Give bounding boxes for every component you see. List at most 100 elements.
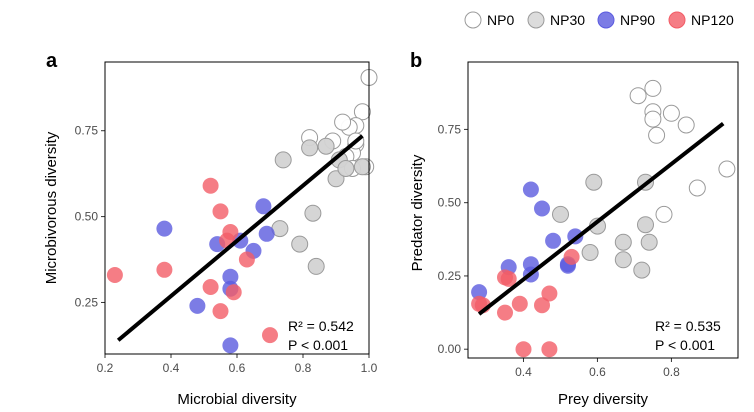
- panel-a-point-np120: [212, 203, 229, 220]
- panel-a: a 0.2 0.4 0.6 0.8 1.0 0.25 0.50 0.75 R² = 0.542…: [43, 50, 378, 408]
- panel-b-point-np0: [644, 79, 662, 97]
- panel-a-point-np30: [327, 170, 345, 188]
- panel-a-point-np30: [307, 257, 325, 275]
- panel-a-point-np90: [222, 268, 239, 285]
- panel-a-xtick-label: 0.6: [229, 361, 246, 375]
- panel-b-point-np0: [688, 179, 706, 197]
- panel-a-point-np30: [337, 160, 355, 177]
- panel-b-letter: b: [410, 50, 422, 72]
- panel-b-point-np30: [552, 205, 569, 223]
- legend-marker-np30: [527, 11, 545, 29]
- panel-b-point-np90: [471, 284, 488, 301]
- panel-b-ytick-label: 0.75: [438, 122, 462, 136]
- panel-b-point-np120: [515, 341, 532, 358]
- panel-b-ytick-label: 0.50: [438, 196, 462, 210]
- panel-a-point-np30: [291, 235, 309, 253]
- panel-b-point-np120: [541, 341, 558, 358]
- panel-a-point-np0: [353, 103, 371, 121]
- panel-a-point-np120: [156, 261, 173, 278]
- panel-a-ticks: 0.2 0.4 0.6 0.8 1.0 0.25 0.50 0.75: [75, 124, 378, 375]
- panel-a-point-np30: [353, 158, 371, 176]
- panel-b-point-np30: [614, 251, 632, 269]
- legend: NP0 NP30 NP90 NP120: [464, 11, 734, 29]
- panel-a-point-np0: [334, 113, 352, 131]
- panel-a-letter: a: [46, 50, 58, 72]
- panel-b-point-np90: [534, 200, 550, 217]
- panel-a-point-np30: [301, 139, 319, 157]
- legend-marker-np90: [597, 11, 615, 29]
- legend-marker-np0: [464, 11, 482, 29]
- panel-b-xlabel: Prey diversity: [558, 391, 649, 408]
- panel-a-point-np90: [258, 225, 275, 242]
- panel-a-frame: [104, 61, 370, 355]
- panel-a-point-np120: [262, 327, 278, 344]
- panel-b-point-np0: [677, 116, 695, 134]
- panel-b-point-np30: [637, 216, 654, 234]
- panel-b-frame: [467, 61, 739, 359]
- legend-label-np0: NP0: [487, 12, 514, 28]
- panel-a-ytick-label: 0.25: [75, 295, 99, 309]
- legend-label-np120: NP120: [691, 12, 734, 28]
- panel-a-point-np120: [202, 279, 219, 295]
- panel-b-point-np0: [629, 87, 647, 105]
- panel-b-ylabel: Predator diversity: [409, 154, 426, 271]
- panel-b-p: P < 0.001: [655, 337, 715, 353]
- panel-a-point-np120: [225, 284, 242, 301]
- panel-b-points: [471, 79, 736, 358]
- panel-b: b 0.4 0.6 0.8 0.00 0.25 0.50 0.75 R² = 0.535 P…: [409, 50, 739, 408]
- panel-b-point-np30: [640, 233, 658, 251]
- panel-a-p: P < 0.001: [288, 337, 348, 353]
- legend-label-np90: NP90: [620, 12, 655, 28]
- panel-a-point-np30: [274, 151, 292, 169]
- panel-b-r2: R² = 0.535: [655, 318, 721, 334]
- panel-b-ticks: 0.4 0.6 0.8 0.00 0.25 0.50 0.75: [438, 122, 680, 379]
- panel-b-point-np0: [648, 126, 666, 144]
- legend-marker-np120: [668, 11, 686, 29]
- panel-a-xtick-label: 1.0: [361, 361, 378, 375]
- panel-a-xtick-label: 0.2: [97, 361, 114, 375]
- panel-b-point-np30: [614, 233, 632, 251]
- panel-a-point-np90: [189, 297, 206, 314]
- panel-b-xtick-label: 0.4: [515, 365, 532, 379]
- panel-b-point-np0: [662, 104, 680, 122]
- panel-a-point-np120: [202, 177, 219, 194]
- panel-b-point-np30: [633, 261, 651, 279]
- panel-b-point-np30: [581, 244, 599, 261]
- panel-a-point-np90: [222, 337, 239, 354]
- panel-a-point-np120: [212, 303, 229, 320]
- panel-b-point-np90: [545, 232, 562, 249]
- panel-b-point-np120: [497, 304, 513, 321]
- panel-b-point-np0: [655, 205, 673, 223]
- panel-a-xtick-label: 0.4: [163, 361, 180, 375]
- panel-b-point-np120: [500, 270, 517, 287]
- panel-b-point-np0: [718, 160, 736, 178]
- panel-a-point-np30: [317, 137, 335, 155]
- panel-a-points: [106, 69, 378, 354]
- panel-a-ytick-label: 0.75: [75, 124, 99, 138]
- panel-a-fit-line: [116, 134, 364, 342]
- panel-a-xtick-label: 0.8: [295, 361, 312, 375]
- panel-a-xlabel: Microbial diversity: [177, 391, 297, 408]
- panel-b-point-np120: [534, 297, 550, 314]
- panel-b-point-np120: [541, 285, 558, 302]
- panel-a-point-np120: [238, 251, 255, 268]
- panel-b-xtick-label: 0.8: [663, 365, 680, 379]
- panel-a-point-np30: [304, 204, 322, 222]
- panel-a-ylabel: Microbivorous diversity: [43, 131, 60, 284]
- panel-b-point-np120: [511, 295, 528, 312]
- panel-b-ytick-label: 0.00: [438, 342, 462, 356]
- panel-b-point-np0: [644, 110, 662, 128]
- panel-a-r2: R² = 0.542: [288, 318, 354, 334]
- panel-b-xtick-label: 0.6: [589, 365, 606, 379]
- panel-b-point-np90: [522, 181, 539, 198]
- panel-b-fit-line: [477, 121, 725, 316]
- panel-a-point-np120: [106, 267, 123, 283]
- panel-a-point-np90: [255, 198, 272, 215]
- panel-b-ytick-label: 0.25: [438, 269, 462, 283]
- panel-b-point-np120: [563, 248, 580, 265]
- panel-a-ytick-label: 0.50: [75, 210, 99, 224]
- panel-a-point-np90: [156, 220, 173, 237]
- legend-label-np30: NP30: [550, 12, 585, 28]
- panel-b-point-np30: [585, 173, 603, 191]
